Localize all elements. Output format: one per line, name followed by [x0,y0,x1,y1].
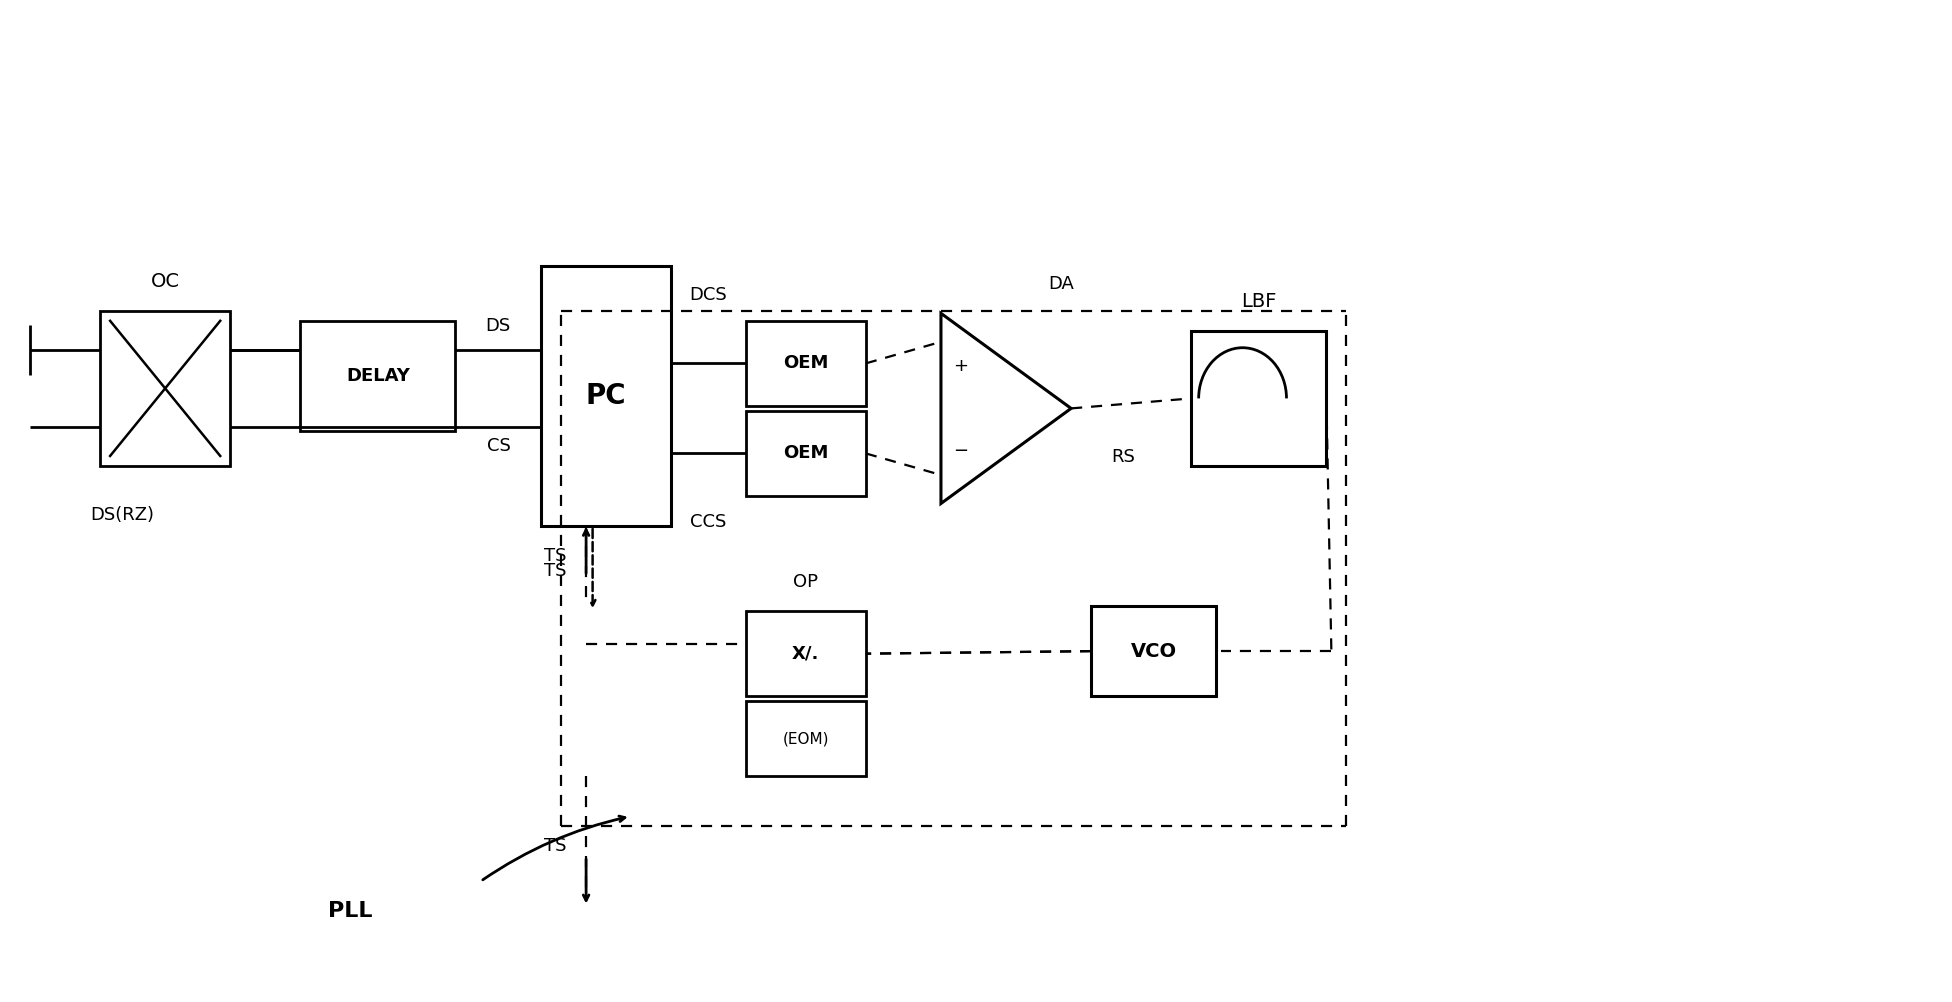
Text: PC: PC [586,382,627,410]
Text: DA: DA [1048,276,1074,294]
Text: OC: OC [150,272,180,291]
Text: TS: TS [543,547,566,565]
Text: OEM: OEM [783,355,828,373]
Bar [1191,331,1325,466]
Bar [746,321,867,406]
Text: (EOM): (EOM) [783,731,830,746]
Text: DELAY: DELAY [346,367,410,385]
Text: DS(RZ): DS(RZ) [90,506,154,524]
Bar [746,701,867,777]
Bar [746,411,867,496]
Text: X/.: X/. [793,644,820,662]
Text: +: + [953,357,968,375]
Text: DS: DS [486,317,511,335]
Bar [541,266,671,526]
Text: LBF: LBF [1241,292,1277,311]
Text: OP: OP [793,573,818,591]
Text: RS: RS [1111,449,1134,467]
Bar [100,311,230,466]
Text: OEM: OEM [783,445,828,463]
Text: DCS: DCS [689,286,726,304]
Text: −: − [953,442,968,460]
Text: TS: TS [543,562,566,580]
Text: PLL: PLL [328,902,373,922]
Text: TS: TS [543,838,566,856]
Text: CS: CS [486,437,511,455]
Text: CCS: CCS [691,513,726,531]
Text: VCO: VCO [1130,641,1177,660]
Bar [301,321,455,431]
Bar [1091,606,1216,696]
Bar [746,611,867,696]
